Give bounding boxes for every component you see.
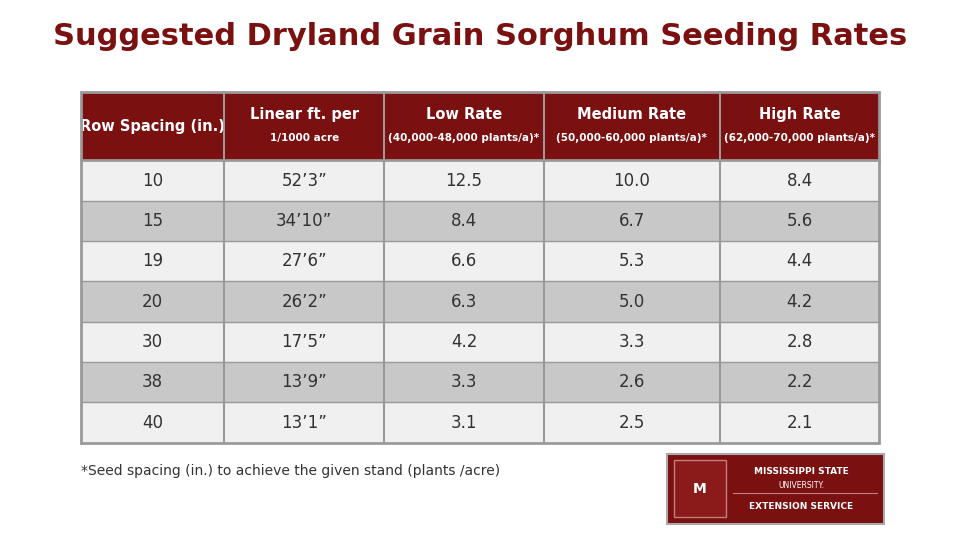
Text: 8.4: 8.4 (451, 212, 477, 230)
Text: 6.6: 6.6 (451, 252, 477, 270)
Text: Row Spacing (in.): Row Spacing (in.) (80, 119, 225, 133)
Text: 4.4: 4.4 (786, 252, 812, 270)
Text: High Rate: High Rate (758, 107, 840, 122)
Text: 19: 19 (142, 252, 163, 270)
Text: 12.5: 12.5 (445, 172, 483, 190)
Text: Suggested Dryland Grain Sorghum Seeding Rates: Suggested Dryland Grain Sorghum Seeding … (53, 22, 907, 51)
Text: 13’1”: 13’1” (281, 414, 327, 431)
Text: 5.6: 5.6 (786, 212, 812, 230)
Text: 17’5”: 17’5” (281, 333, 327, 351)
Text: 4.2: 4.2 (451, 333, 477, 351)
Text: 2.6: 2.6 (618, 373, 645, 392)
Text: M: M (693, 482, 707, 496)
Text: 40: 40 (142, 414, 163, 431)
Text: 2.8: 2.8 (786, 333, 813, 351)
Text: 38: 38 (142, 373, 163, 392)
Text: 13’9”: 13’9” (281, 373, 327, 392)
Text: (50,000-60,000 plants/a)*: (50,000-60,000 plants/a)* (557, 133, 708, 143)
Text: 34’10”: 34’10” (276, 212, 332, 230)
Bar (81, 241, 879, 281)
Bar (81, 201, 879, 241)
Bar (81, 92, 879, 443)
Text: 20: 20 (142, 293, 163, 310)
Text: 3.1: 3.1 (451, 414, 477, 431)
Text: 10: 10 (142, 172, 163, 190)
Text: 8.4: 8.4 (786, 172, 812, 190)
Bar (81, 92, 879, 160)
Text: Linear ft. per: Linear ft. per (250, 107, 359, 122)
Bar (674, 460, 727, 517)
Bar (81, 281, 879, 322)
Bar (81, 402, 879, 443)
Bar (81, 160, 879, 201)
Text: (62,000-70,000 plants/a)*: (62,000-70,000 plants/a)* (724, 133, 875, 143)
Text: 15: 15 (142, 212, 163, 230)
Text: Medium Rate: Medium Rate (577, 107, 686, 122)
Bar (81, 322, 879, 362)
Text: 26’2”: 26’2” (281, 293, 327, 310)
Text: 3.3: 3.3 (618, 333, 645, 351)
Bar (667, 454, 883, 524)
Text: 6.3: 6.3 (451, 293, 477, 310)
Text: 1/1000 acre: 1/1000 acre (270, 133, 339, 143)
Text: MISSISSIPPI STATE: MISSISSIPPI STATE (754, 467, 849, 476)
Text: 4.2: 4.2 (786, 293, 813, 310)
Text: 3.3: 3.3 (451, 373, 477, 392)
Bar (81, 362, 879, 402)
Text: 2.2: 2.2 (786, 373, 813, 392)
Text: 2.1: 2.1 (786, 414, 813, 431)
Text: (40,000-48,000 plants/a)*: (40,000-48,000 plants/a)* (389, 133, 540, 143)
Text: *Seed spacing (in.) to achieve the given stand (plants /acre): *Seed spacing (in.) to achieve the given… (81, 464, 500, 478)
Text: 6.7: 6.7 (618, 212, 645, 230)
Text: 5.3: 5.3 (618, 252, 645, 270)
Text: 5.0: 5.0 (618, 293, 645, 310)
Text: 10.0: 10.0 (613, 172, 650, 190)
Text: 27’6”: 27’6” (281, 252, 327, 270)
Text: 2.5: 2.5 (618, 414, 645, 431)
Text: EXTENSION SERVICE: EXTENSION SERVICE (749, 502, 853, 511)
Text: 52’3”: 52’3” (281, 172, 327, 190)
Text: 30: 30 (142, 333, 163, 351)
Text: UNIVERSITY.: UNIVERSITY. (779, 481, 825, 490)
Text: Low Rate: Low Rate (426, 107, 502, 122)
